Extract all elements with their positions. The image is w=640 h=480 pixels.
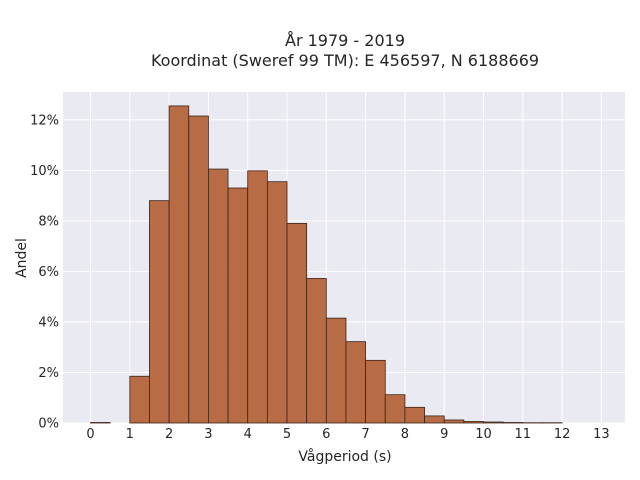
x-tick-label: 1 [126,427,134,442]
chart-subtitle: Koordinat (Sweref 99 TM): E 456597, N 61… [151,51,539,70]
y-tick-labels: 0% 2% 4% 6% 8% 10% 12% [30,113,59,431]
histogram-bar [129,375,150,424]
x-tick-label: 8 [401,427,409,442]
x-tick-label: 4 [244,427,252,442]
chart-title: År 1979 - 2019 [285,31,405,50]
histogram-bar [365,359,386,424]
histogram-bar [149,200,170,424]
x-tick-label: 2 [165,427,173,442]
histogram-bar [266,181,288,424]
x-tick-label: 13 [593,427,610,442]
y-axis-label: Andel [14,238,30,278]
histogram-bar [384,394,406,424]
histogram-bar [306,278,327,424]
histogram-bar [208,168,229,424]
histogram-bar [325,317,347,424]
histogram-bar [443,419,465,424]
histogram-bar [463,421,484,424]
y-tick-label: 4% [38,315,59,330]
x-tick-label: 11 [515,427,532,442]
histogram-bar [483,421,504,424]
histogram-bar [188,115,209,424]
histogram-bar [502,422,524,424]
x-tick-label: 10 [475,427,492,442]
histogram-bar [424,415,445,424]
x-tick-labels: 0 1 2 3 4 5 6 7 8 9 10 11 12 13 [86,427,609,442]
x-axis-label: Vågperiod (s) [298,448,391,465]
histogram-bar [404,406,425,424]
histogram-bar [345,341,367,424]
x-tick-label: 12 [554,427,571,442]
x-tick-label: 9 [440,427,448,442]
y-tick-label: 10% [30,164,59,179]
histogram-bar [247,170,268,424]
y-tick-label: 2% [38,366,59,381]
x-tick-label: 0 [86,427,94,442]
x-tick-label: 5 [283,427,291,442]
x-tick-label: 7 [361,427,369,442]
histogram-bar [90,422,111,424]
y-tick-label: 12% [30,113,59,128]
bars [90,105,563,424]
y-tick-label: 8% [38,214,59,229]
histogram-bar [286,222,308,424]
y-tick-label: 6% [38,265,59,280]
x-tick-label: 3 [204,427,212,442]
x-tick-label: 6 [322,427,330,442]
histogram-bar [227,187,249,424]
y-tick-label: 0% [38,417,59,432]
histogram-bar [168,105,190,424]
